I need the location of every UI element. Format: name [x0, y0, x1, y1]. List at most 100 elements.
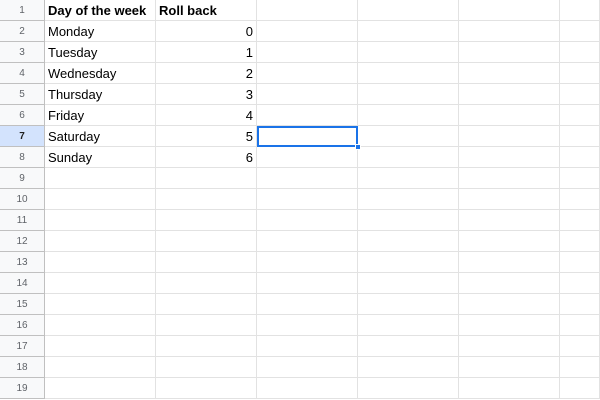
empty-cell[interactable]: [459, 84, 560, 105]
empty-cell[interactable]: [459, 231, 560, 252]
empty-cell[interactable]: [257, 168, 358, 189]
empty-cell[interactable]: [560, 168, 600, 189]
empty-cell[interactable]: [45, 336, 156, 357]
empty-cell[interactable]: [156, 336, 257, 357]
day-cell[interactable]: Sunday: [45, 147, 156, 168]
roll-back-cell[interactable]: 0: [156, 21, 257, 42]
empty-cell[interactable]: [358, 105, 459, 126]
roll-back-cell[interactable]: 3: [156, 84, 257, 105]
empty-cell[interactable]: [358, 210, 459, 231]
empty-cell[interactable]: [45, 231, 156, 252]
empty-cell[interactable]: [257, 189, 358, 210]
row-header[interactable]: 3: [0, 42, 45, 63]
empty-cell[interactable]: [459, 252, 560, 273]
empty-cell[interactable]: [560, 378, 600, 399]
empty-cell[interactable]: [257, 336, 358, 357]
empty-cell[interactable]: [459, 42, 560, 63]
empty-cell[interactable]: [358, 294, 459, 315]
empty-cell[interactable]: [459, 21, 560, 42]
empty-cell[interactable]: [459, 273, 560, 294]
row-header[interactable]: 16: [0, 315, 45, 336]
empty-cell[interactable]: [257, 252, 358, 273]
empty-cell[interactable]: [156, 189, 257, 210]
empty-cell[interactable]: [156, 315, 257, 336]
empty-cell[interactable]: [257, 315, 358, 336]
empty-cell[interactable]: [358, 168, 459, 189]
day-cell[interactable]: Wednesday: [45, 63, 156, 84]
empty-cell[interactable]: [358, 336, 459, 357]
empty-cell[interactable]: [257, 378, 358, 399]
empty-cell[interactable]: [45, 315, 156, 336]
empty-cell[interactable]: [459, 105, 560, 126]
empty-cell[interactable]: [459, 126, 560, 147]
row-header[interactable]: 17: [0, 336, 45, 357]
empty-cell[interactable]: [156, 252, 257, 273]
empty-cell[interactable]: [257, 21, 358, 42]
day-cell[interactable]: Friday: [45, 105, 156, 126]
empty-cell[interactable]: [560, 84, 600, 105]
roll-back-cell[interactable]: 1: [156, 42, 257, 63]
roll-back-cell[interactable]: 4: [156, 105, 257, 126]
empty-cell[interactable]: [45, 189, 156, 210]
row-header[interactable]: 6: [0, 105, 45, 126]
empty-cell[interactable]: [560, 336, 600, 357]
empty-cell[interactable]: [45, 168, 156, 189]
empty-cell[interactable]: [358, 126, 459, 147]
row-header[interactable]: 7: [0, 126, 45, 147]
empty-cell[interactable]: [257, 231, 358, 252]
empty-cell[interactable]: [45, 273, 156, 294]
empty-cell[interactable]: [358, 357, 459, 378]
empty-cell[interactable]: [358, 315, 459, 336]
fill-handle[interactable]: [355, 144, 361, 150]
day-cell[interactable]: Tuesday: [45, 42, 156, 63]
empty-cell[interactable]: [257, 126, 358, 147]
empty-cell[interactable]: [257, 210, 358, 231]
empty-cell[interactable]: [257, 273, 358, 294]
day-cell[interactable]: Thursday: [45, 84, 156, 105]
row-header[interactable]: 14: [0, 273, 45, 294]
empty-cell[interactable]: [45, 357, 156, 378]
empty-cell[interactable]: [156, 357, 257, 378]
empty-cell[interactable]: [560, 315, 600, 336]
row-header[interactable]: 11: [0, 210, 45, 231]
empty-cell[interactable]: [257, 0, 358, 21]
empty-cell[interactable]: [358, 21, 459, 42]
empty-cell[interactable]: [459, 147, 560, 168]
empty-cell[interactable]: [560, 126, 600, 147]
empty-cell[interactable]: [257, 147, 358, 168]
roll-back-cell[interactable]: 5: [156, 126, 257, 147]
roll-back-cell[interactable]: 6: [156, 147, 257, 168]
empty-cell[interactable]: [459, 378, 560, 399]
empty-cell[interactable]: [257, 294, 358, 315]
empty-cell[interactable]: [560, 21, 600, 42]
empty-cell[interactable]: [560, 147, 600, 168]
row-header[interactable]: 13: [0, 252, 45, 273]
row-header[interactable]: 8: [0, 147, 45, 168]
empty-cell[interactable]: [257, 105, 358, 126]
empty-cell[interactable]: [358, 42, 459, 63]
row-header[interactable]: 1: [0, 0, 45, 21]
empty-cell[interactable]: [358, 189, 459, 210]
row-header[interactable]: 10: [0, 189, 45, 210]
empty-cell[interactable]: [560, 231, 600, 252]
row-header[interactable]: 4: [0, 63, 45, 84]
empty-cell[interactable]: [459, 315, 560, 336]
empty-cell[interactable]: [560, 63, 600, 84]
empty-cell[interactable]: [459, 210, 560, 231]
empty-cell[interactable]: [156, 294, 257, 315]
day-cell[interactable]: Monday: [45, 21, 156, 42]
empty-cell[interactable]: [560, 273, 600, 294]
row-header[interactable]: 15: [0, 294, 45, 315]
header-cell-day-of-week[interactable]: Day of the week: [45, 0, 156, 21]
empty-cell[interactable]: [560, 189, 600, 210]
empty-cell[interactable]: [45, 294, 156, 315]
empty-cell[interactable]: [45, 210, 156, 231]
empty-cell[interactable]: [257, 63, 358, 84]
empty-cell[interactable]: [358, 252, 459, 273]
empty-cell[interactable]: [358, 231, 459, 252]
empty-cell[interactable]: [459, 336, 560, 357]
row-header[interactable]: 12: [0, 231, 45, 252]
header-cell-roll-back[interactable]: Roll back: [156, 0, 257, 21]
empty-cell[interactable]: [459, 0, 560, 21]
empty-cell[interactable]: [358, 84, 459, 105]
